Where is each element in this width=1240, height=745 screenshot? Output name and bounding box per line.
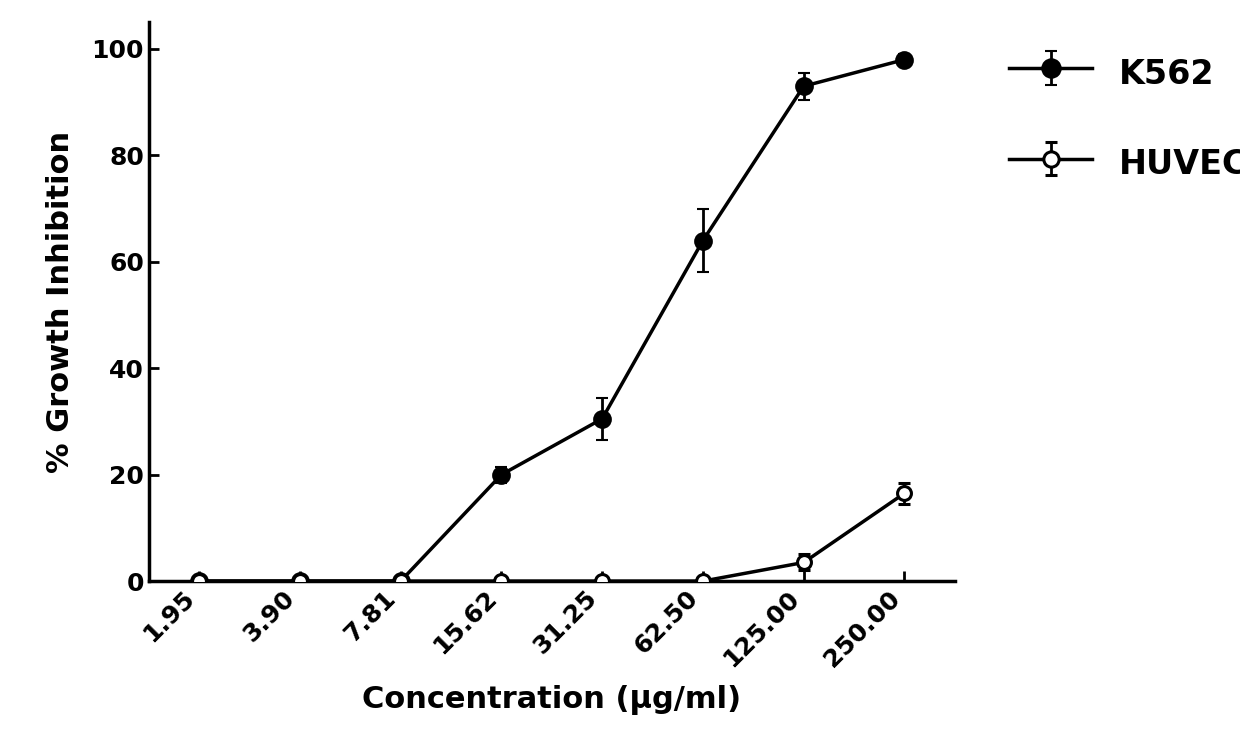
X-axis label: Concentration (μg/ml): Concentration (μg/ml) — [362, 685, 742, 715]
Y-axis label: % Growth Inhibition: % Growth Inhibition — [46, 130, 74, 473]
Legend: K562, HUVECs: K562, HUVECs — [996, 39, 1240, 197]
